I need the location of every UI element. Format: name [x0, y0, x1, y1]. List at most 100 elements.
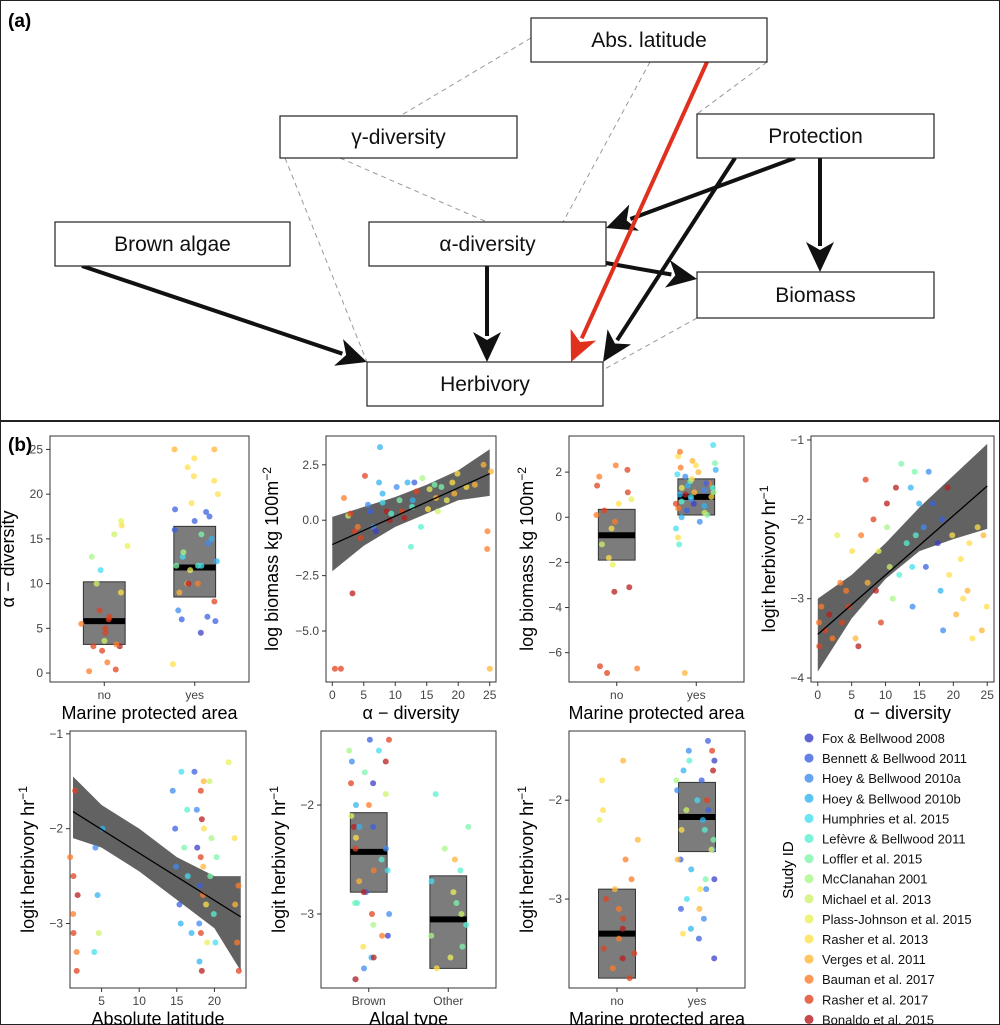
data-point — [686, 757, 693, 764]
y-axis-label-superscript: −1 — [515, 786, 529, 800]
x-tick-label: 5 — [848, 688, 855, 702]
data-point — [178, 768, 185, 775]
plot-frame — [568, 435, 745, 683]
data-point — [419, 475, 426, 482]
node-brown-algae: Brown algae — [54, 221, 291, 267]
legend: Study ID Fox & Bellwood 2008 Bennett & Bel… — [780, 731, 972, 1025]
data-point — [432, 791, 439, 798]
data-point — [898, 460, 905, 467]
x-tick-label: Other — [433, 994, 463, 1008]
y-tick-label: 20 — [30, 487, 44, 501]
path-diagram: (a) Abs. latitude γ-diversity Protection Br… — [8, 11, 935, 407]
data-point — [685, 747, 692, 754]
data-point — [712, 466, 719, 473]
data-point — [361, 965, 368, 972]
data-point — [620, 757, 627, 764]
data-point — [204, 939, 211, 946]
data-point — [198, 967, 205, 974]
y-tick-label: 2 — [555, 465, 562, 479]
y-tick-label: −2 — [548, 793, 562, 807]
node-box — [366, 361, 604, 407]
legend-label: Humphries et al. 2015 — [822, 811, 949, 826]
data-point — [433, 965, 440, 972]
x-tick-label: 15 — [170, 994, 184, 1008]
data-point — [940, 627, 947, 634]
node-alpha-diversity: α-diversity — [368, 221, 607, 267]
data-point — [99, 825, 106, 832]
node-label: Brown algae — [114, 233, 231, 256]
data-point — [710, 767, 717, 774]
data-point — [849, 548, 856, 555]
data-point — [118, 517, 125, 524]
panel-label-b: (b) — [8, 435, 32, 456]
data-point — [457, 867, 464, 874]
legend-swatch — [804, 773, 814, 783]
data-point — [916, 500, 923, 507]
data-point — [674, 787, 681, 794]
legend-item: Plass-Johnson et al. 2015 — [804, 912, 972, 927]
data-point — [102, 625, 109, 632]
data-point — [106, 613, 113, 620]
node-box — [54, 221, 291, 267]
data-point — [619, 925, 626, 932]
y-tick-label: −2 — [548, 555, 562, 569]
y-tick-label: −5.0 — [295, 624, 319, 638]
data-point — [171, 446, 178, 453]
x-tick-label: 20 — [947, 688, 961, 702]
data-point — [701, 487, 708, 494]
data-point — [596, 473, 603, 480]
data-point — [701, 509, 708, 516]
data-point — [447, 954, 454, 961]
x-tick-label: 10 — [389, 688, 403, 702]
edge-alpha-diversity-to-herbivory-head — [473, 332, 501, 362]
legend-swatch — [804, 834, 814, 843]
node-label: Abs. latitude — [591, 29, 707, 52]
data-point — [367, 508, 374, 515]
legend-label: Rasher et al. 2017 — [822, 992, 928, 1007]
x-axis-label: α − diversity — [363, 703, 460, 723]
data-point — [231, 835, 238, 842]
node-label: γ-diversity — [351, 126, 446, 149]
data-point — [232, 901, 239, 908]
data-point — [451, 490, 458, 497]
data-point — [911, 468, 918, 475]
data-point — [594, 482, 601, 489]
data-point — [600, 945, 607, 952]
data-point — [695, 935, 702, 942]
legend-swatch — [804, 753, 814, 763]
data-point — [413, 488, 420, 495]
legend-item: Loffler et al. 2015 — [804, 852, 922, 867]
data-point — [925, 468, 932, 475]
legend-item: Michael et al. 2013 — [804, 892, 931, 907]
data-point — [704, 737, 711, 744]
data-point — [347, 510, 354, 517]
legend-label: McClanahan 2001 — [822, 872, 928, 887]
data-point — [628, 876, 635, 883]
y-tick-label: 5 — [36, 621, 43, 635]
data-point — [611, 886, 618, 893]
data-point — [674, 471, 681, 478]
data-point — [600, 807, 607, 814]
legend-item: McClanahan 2001 — [804, 872, 928, 887]
data-point — [974, 524, 981, 531]
data-point — [73, 967, 80, 974]
data-point — [172, 825, 179, 832]
data-point — [348, 780, 355, 787]
data-point — [88, 553, 95, 560]
box-yes — [173, 525, 217, 598]
data-point — [424, 506, 431, 513]
diagram-nodes: Abs. latitude γ-diversity Protection Brown … — [54, 17, 935, 407]
data-point — [596, 816, 603, 823]
legend-item: Humphries et al. 2015 — [804, 811, 949, 826]
data-point — [698, 777, 705, 784]
data-point — [364, 501, 371, 508]
data-point — [73, 948, 80, 955]
data-point — [683, 896, 690, 903]
data-point — [70, 929, 77, 936]
data-point — [687, 493, 694, 500]
data-point — [676, 491, 683, 498]
edge-alpha-diversity-to-herbivory — [473, 266, 501, 362]
data-point — [484, 528, 491, 535]
legend-swatch — [804, 954, 814, 964]
